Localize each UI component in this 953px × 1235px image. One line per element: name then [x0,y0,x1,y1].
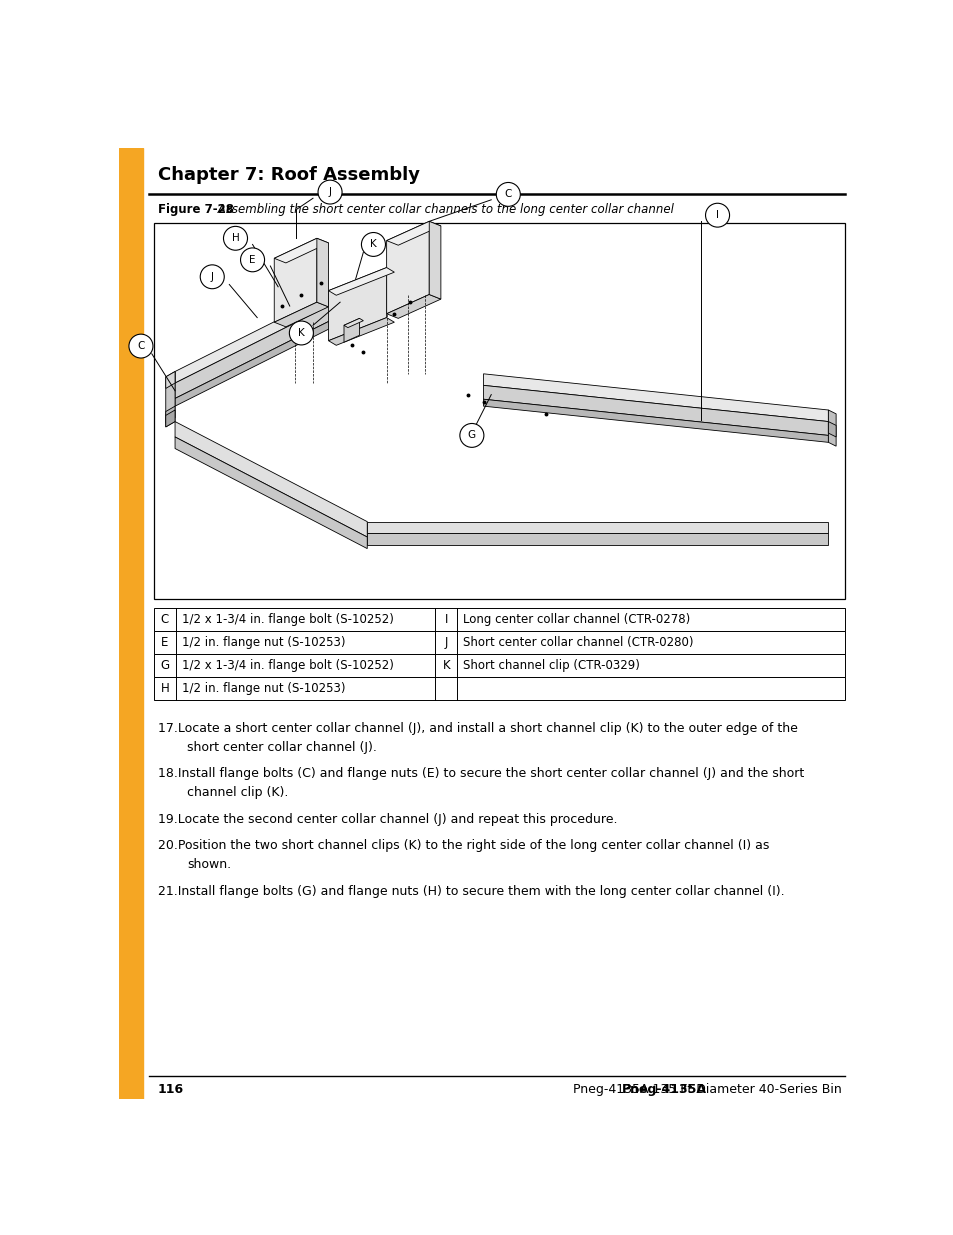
Text: 1/2 in. flange nut (S-10253): 1/2 in. flange nut (S-10253) [182,636,345,650]
Circle shape [317,180,342,204]
Polygon shape [367,521,827,534]
Text: Long center collar channel (CTR-0278): Long center collar channel (CTR-0278) [463,613,690,626]
Circle shape [705,204,729,227]
Text: 1/2 x 1-3/4 in. flange bolt (S-10252): 1/2 x 1-3/4 in. flange bolt (S-10252) [182,659,394,672]
Polygon shape [340,275,371,321]
Circle shape [289,321,313,345]
Bar [154,677,843,700]
Circle shape [240,248,264,272]
Text: 21.Install flange bolts (G) and flange nuts (H) to secure them with the long cen: 21.Install flange bolts (G) and flange n… [158,884,783,898]
Text: 1/2 x 1-3/4 in. flange bolt (S-10252): 1/2 x 1-3/4 in. flange bolt (S-10252) [182,613,394,626]
Polygon shape [483,385,827,436]
Polygon shape [328,268,394,295]
Polygon shape [274,238,316,322]
Polygon shape [174,299,344,399]
Circle shape [496,183,519,206]
Text: G: G [467,431,476,441]
Bar [119,148,142,1099]
Text: J: J [328,186,332,198]
Polygon shape [827,421,835,437]
Text: 20.Position the two short channel clips (K) to the right side of the long center: 20.Position the two short channel clips … [158,840,768,852]
Circle shape [223,226,247,251]
Text: C: C [504,189,512,199]
Polygon shape [340,275,378,293]
Polygon shape [386,294,440,319]
Polygon shape [483,399,827,442]
Bar [154,655,843,677]
Text: 17.Locate a short center collar channel (J), and install a short channel clip (K: 17.Locate a short center collar channel … [158,721,797,735]
Text: Pneg-4135A: Pneg-4135A [621,1083,706,1097]
Text: J: J [444,636,448,650]
Circle shape [200,264,224,289]
Polygon shape [174,314,344,406]
Text: Chapter 7: Roof Assembly: Chapter 7: Roof Assembly [158,167,419,184]
Text: I: I [716,210,719,220]
Text: Assembling the short center collar channels to the long center collar channel: Assembling the short center collar chann… [213,204,673,216]
Polygon shape [166,406,174,424]
Text: H: H [232,233,239,243]
Text: 19.Locate the second center collar channel (J) and repeat this procedure.: 19.Locate the second center collar chann… [158,813,617,826]
Polygon shape [827,410,835,446]
Polygon shape [386,221,429,314]
Polygon shape [367,534,827,545]
Text: 116: 116 [158,1083,184,1097]
Text: Pneg-4135A 135 Ft Diameter 40-Series Bin: Pneg-4135A 135 Ft Diameter 40-Series Bin [572,1083,841,1097]
Text: Short channel clip (CTR-0329): Short channel clip (CTR-0329) [463,659,639,672]
Polygon shape [166,410,174,427]
Polygon shape [316,238,328,306]
Polygon shape [386,221,440,246]
Polygon shape [344,319,363,327]
Bar [154,631,843,655]
Polygon shape [166,372,174,389]
Polygon shape [328,268,386,341]
Text: 1/2 in. flange nut (S-10253): 1/2 in. flange nut (S-10253) [182,682,345,695]
Text: shown.: shown. [187,858,232,871]
Text: short center collar channel (J).: short center collar channel (J). [187,741,377,753]
Text: J: J [211,272,213,282]
Text: I: I [444,613,448,626]
Polygon shape [166,372,174,427]
Text: 18.Install flange bolts (C) and flange nuts (E) to secure the short center colla: 18.Install flange bolts (C) and flange n… [158,767,803,781]
Text: K: K [370,240,376,249]
Text: K: K [297,329,304,338]
Bar [154,608,843,631]
Polygon shape [344,319,359,342]
Polygon shape [174,437,367,548]
Text: K: K [442,659,450,672]
Polygon shape [274,238,328,263]
Text: G: G [160,659,170,672]
Text: E: E [249,254,255,264]
Text: Figure 7-28: Figure 7-28 [158,204,233,216]
Polygon shape [274,303,328,327]
Polygon shape [483,374,827,421]
Text: channel clip (K).: channel clip (K). [187,787,289,799]
Text: E: E [161,636,169,650]
Circle shape [459,424,483,447]
Text: C: C [161,613,169,626]
Polygon shape [174,287,344,383]
Polygon shape [328,317,394,346]
Circle shape [129,335,152,358]
Bar [154,222,843,599]
Text: Short center collar channel (CTR-0280): Short center collar channel (CTR-0280) [463,636,693,650]
Text: H: H [160,682,170,695]
Polygon shape [174,421,367,537]
Polygon shape [429,221,440,299]
Text: C: C [137,341,145,351]
Circle shape [361,232,385,257]
